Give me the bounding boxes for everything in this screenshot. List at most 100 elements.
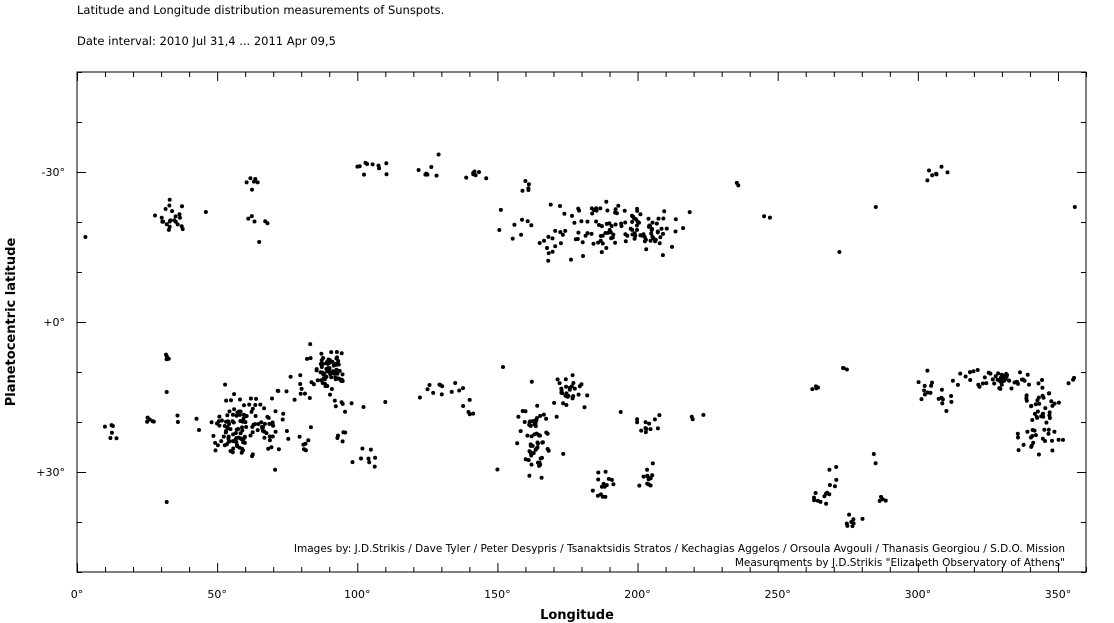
sunspot-point [246,216,251,221]
sunspot-point [231,420,236,425]
sunspot-point [1016,435,1020,440]
sunspot-point [661,216,666,221]
sunspot-point [637,220,641,225]
sunspot-point [815,498,820,503]
sunspot-point [1052,429,1057,434]
sunspot-point [1029,404,1034,409]
sunspot-point [1035,409,1040,414]
sunspot-point [250,187,254,192]
sunspot-point [557,381,562,386]
sunspot-point [976,382,981,387]
sunspot-point [660,253,665,258]
sunspot-point [461,386,465,391]
sunspot-point [373,455,378,460]
sunspot-point [292,397,297,402]
sunspot-point [1035,398,1040,403]
sunspot-point [1009,386,1014,391]
sunspot-point [542,238,546,243]
sunspot-point [240,425,244,430]
sunspot-point [321,376,326,381]
sunspot-point [949,399,954,404]
sunspot-point [635,417,640,422]
sunspot-point [215,421,219,426]
sunspot-point [610,235,615,240]
sunspot-point [194,416,199,421]
sunspot-point [844,367,849,372]
sunspot-point [236,435,241,440]
sunspot-point [635,206,640,211]
sunspot-point [224,428,229,433]
sunspot-point [319,358,324,363]
sunspot-point [916,380,921,385]
sunspot-point [519,232,524,237]
sunspot-point [967,370,972,375]
sunspot-point [767,215,772,220]
sunspot-point [984,381,989,386]
sunspot-point [229,398,233,403]
sunspot-point [336,433,340,438]
sunspot-point [213,448,218,453]
sunspot-point [167,224,172,229]
sunspot-point [998,375,1003,380]
sunspot-point [330,359,335,364]
sunspot-point [306,438,311,443]
sunspot-point [367,460,372,465]
sunspot-point [1016,381,1020,386]
sunspot-point [633,217,638,222]
sunspot-point [607,228,612,232]
sunspot-point [552,400,557,405]
sunspot-point [525,219,530,224]
sunspot-point [1040,436,1045,441]
sunspot-point [813,491,818,495]
sunspot-point [288,374,293,379]
sunspot-point [650,461,655,466]
y-axis-label: Planetocentric latitude [4,238,19,407]
sunspot-point [1030,428,1035,432]
sunspot-point [563,228,568,233]
sunspot-point [339,351,344,356]
sunspot-point [619,221,624,226]
sunspot-point [558,204,562,208]
sunspot-point [613,207,618,212]
sunspot-point [681,226,686,231]
sunspot-point [560,232,565,237]
sunspot-point [222,443,227,448]
sunspot-point [701,412,706,417]
sunspot-point [265,221,270,226]
sunspot-point [635,420,640,425]
sunspot-point [971,369,976,374]
sunspot-point [357,164,362,169]
sunspot-point [271,423,276,428]
sunspot-point [664,226,669,231]
sunspot-point [167,197,172,202]
sunspot-point [968,378,973,382]
sunspot-point [83,235,88,239]
sunspot-point [376,163,381,168]
sunspot-point [611,482,616,487]
sunspot-point [361,405,366,409]
sunspot-point [232,407,237,412]
sunspot-point [1049,399,1054,404]
credits-images-by: Images by: J.D.Strikis / Dave Tyler / Pe… [294,543,1065,555]
credits-measurements-by: Measurements by J.D.Strikis "Elizabeth O… [735,557,1065,569]
sunspot-point [585,219,590,224]
sunspot-point [986,370,991,375]
sunspot-point [645,473,650,478]
sunspot-point [471,172,476,177]
sunspot-point [544,430,549,435]
sunspot-point [827,483,832,487]
sunspot-point [572,386,577,391]
sunspot-point [298,382,303,386]
sunspot-point [634,223,639,228]
sunspot-point [810,387,815,392]
sunspot-point [230,450,235,455]
sunspot-point [871,452,876,456]
sunspot-point [471,411,476,416]
sunspot-point [529,379,534,384]
sunspot-point [649,228,654,232]
sunspot-point [177,212,182,217]
sunspot-point [1025,372,1030,377]
sunspot-point [540,455,544,460]
sunspot-point [318,370,323,375]
sunspot-point [657,413,662,418]
